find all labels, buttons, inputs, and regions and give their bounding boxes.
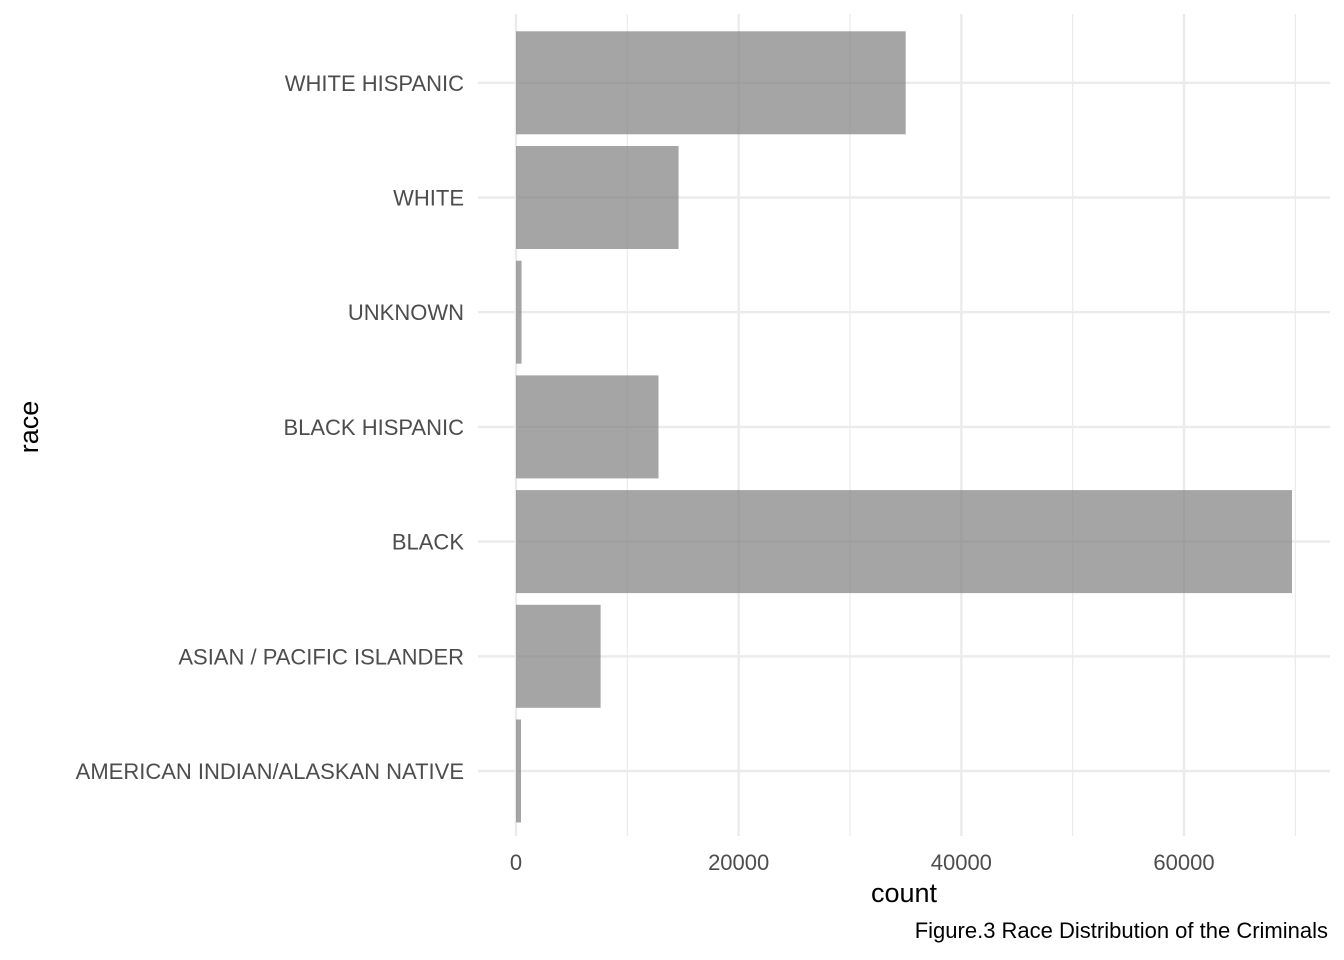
bar-american-indian-alaskan-native (516, 719, 522, 823)
x-tick-label: 60000 (1153, 850, 1214, 875)
y-tick-label: WHITE HISPANIC (285, 71, 464, 96)
bar-asian-pacific-islander (516, 604, 601, 708)
bars (516, 31, 1292, 823)
y-axis-tick-labels: AMERICAN INDIAN/ALASKAN NATIVE ASIAN / PA… (76, 71, 465, 784)
y-tick-label: BLACK (392, 530, 464, 555)
x-axis-title: count (871, 878, 938, 908)
y-tick-label: AMERICAN INDIAN/ALASKAN NATIVE (76, 759, 464, 784)
figure-caption: Figure.3 Race Distribution of the Crimin… (914, 918, 1328, 943)
bar-black (516, 490, 1292, 594)
x-tick-label: 20000 (708, 850, 769, 875)
x-axis-tick-labels: 0 20000 40000 60000 (510, 850, 1215, 875)
y-axis-title: race (14, 401, 44, 454)
y-tick-label: ASIAN / PACIFIC ISLANDER (178, 644, 464, 669)
x-tick-label: 40000 (931, 850, 992, 875)
bar-black-hispanic (516, 375, 659, 479)
bar-unknown (516, 260, 522, 364)
x-tick-label: 0 (510, 850, 522, 875)
y-tick-label: BLACK HISPANIC (283, 415, 464, 440)
y-tick-label: UNKNOWN (348, 300, 464, 325)
bar-white (516, 146, 679, 249)
bar-white-hispanic (516, 31, 906, 135)
y-tick-label: WHITE (393, 186, 464, 211)
